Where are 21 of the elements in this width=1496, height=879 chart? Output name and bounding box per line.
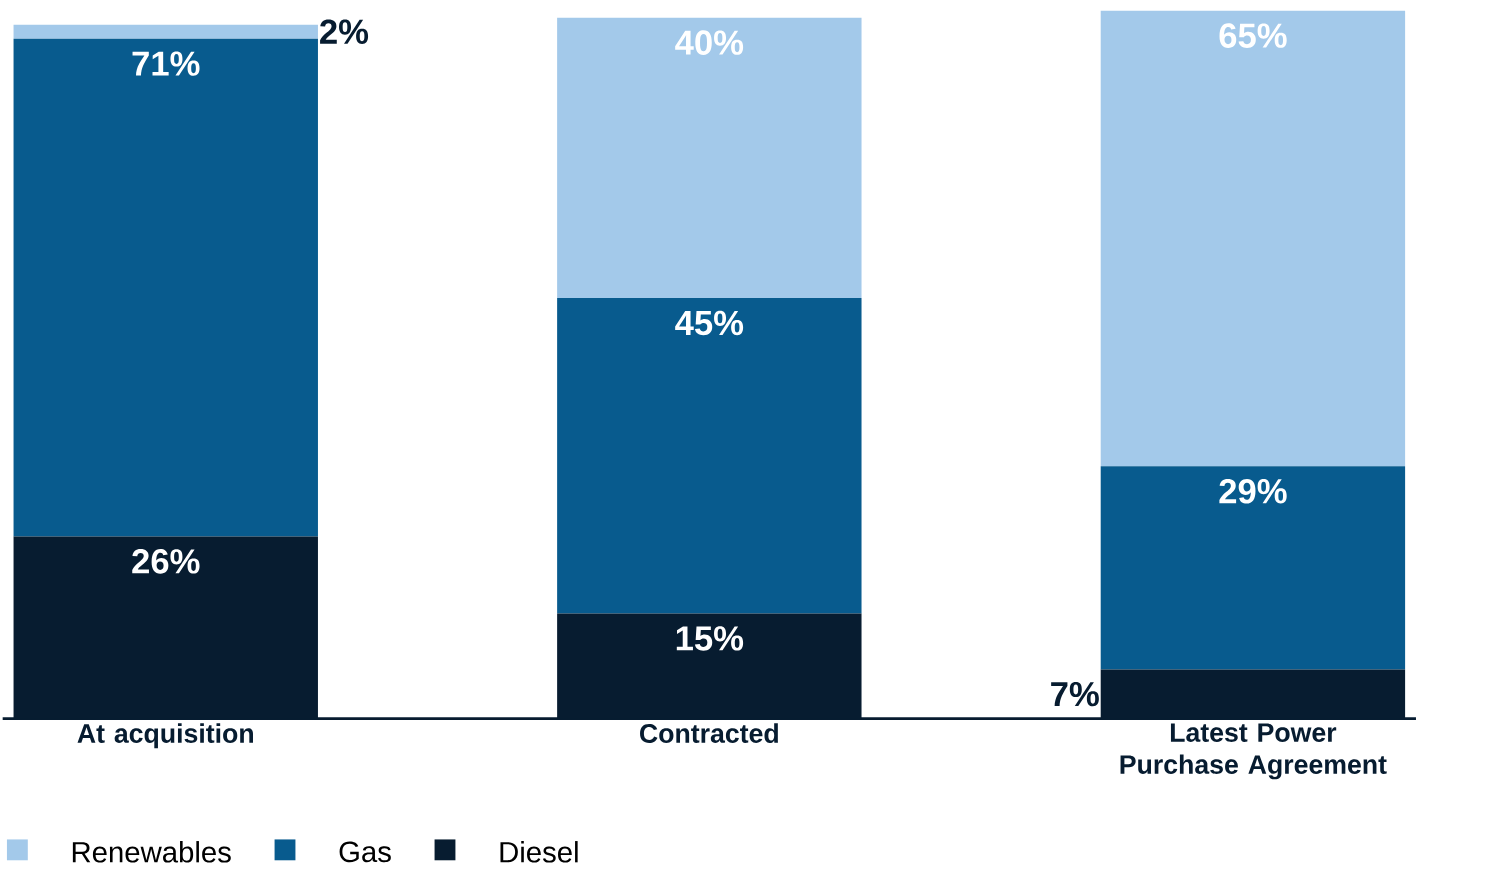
bar: [557, 298, 862, 614]
data-label: 40%: [675, 30, 744, 56]
x-tick-label: At acquisition: [77, 723, 253, 749]
bar: [13, 24, 318, 39]
data-label: 15%: [676, 626, 744, 651]
bar: [13, 38, 318, 537]
data-label: 7%: [1051, 682, 1099, 707]
data-label: 65%: [1219, 23, 1287, 49]
data-label: 29%: [1219, 479, 1287, 504]
legend-label: Gas: [339, 841, 391, 863]
legend-label: Renewables: [72, 841, 231, 863]
legend-label: Diesel: [500, 841, 578, 863]
x-tick-label: Latest Power Purchase Agreement: [1120, 723, 1387, 780]
bar: [557, 17, 862, 299]
data-label: 2%: [320, 19, 369, 45]
x-tick-label: Contracted: [640, 723, 778, 744]
data-label: 26%: [132, 549, 200, 574]
data-label: 45%: [675, 310, 744, 336]
bar: [1100, 10, 1406, 467]
data-label: 71%: [132, 51, 200, 76]
bar: [1100, 466, 1406, 670]
